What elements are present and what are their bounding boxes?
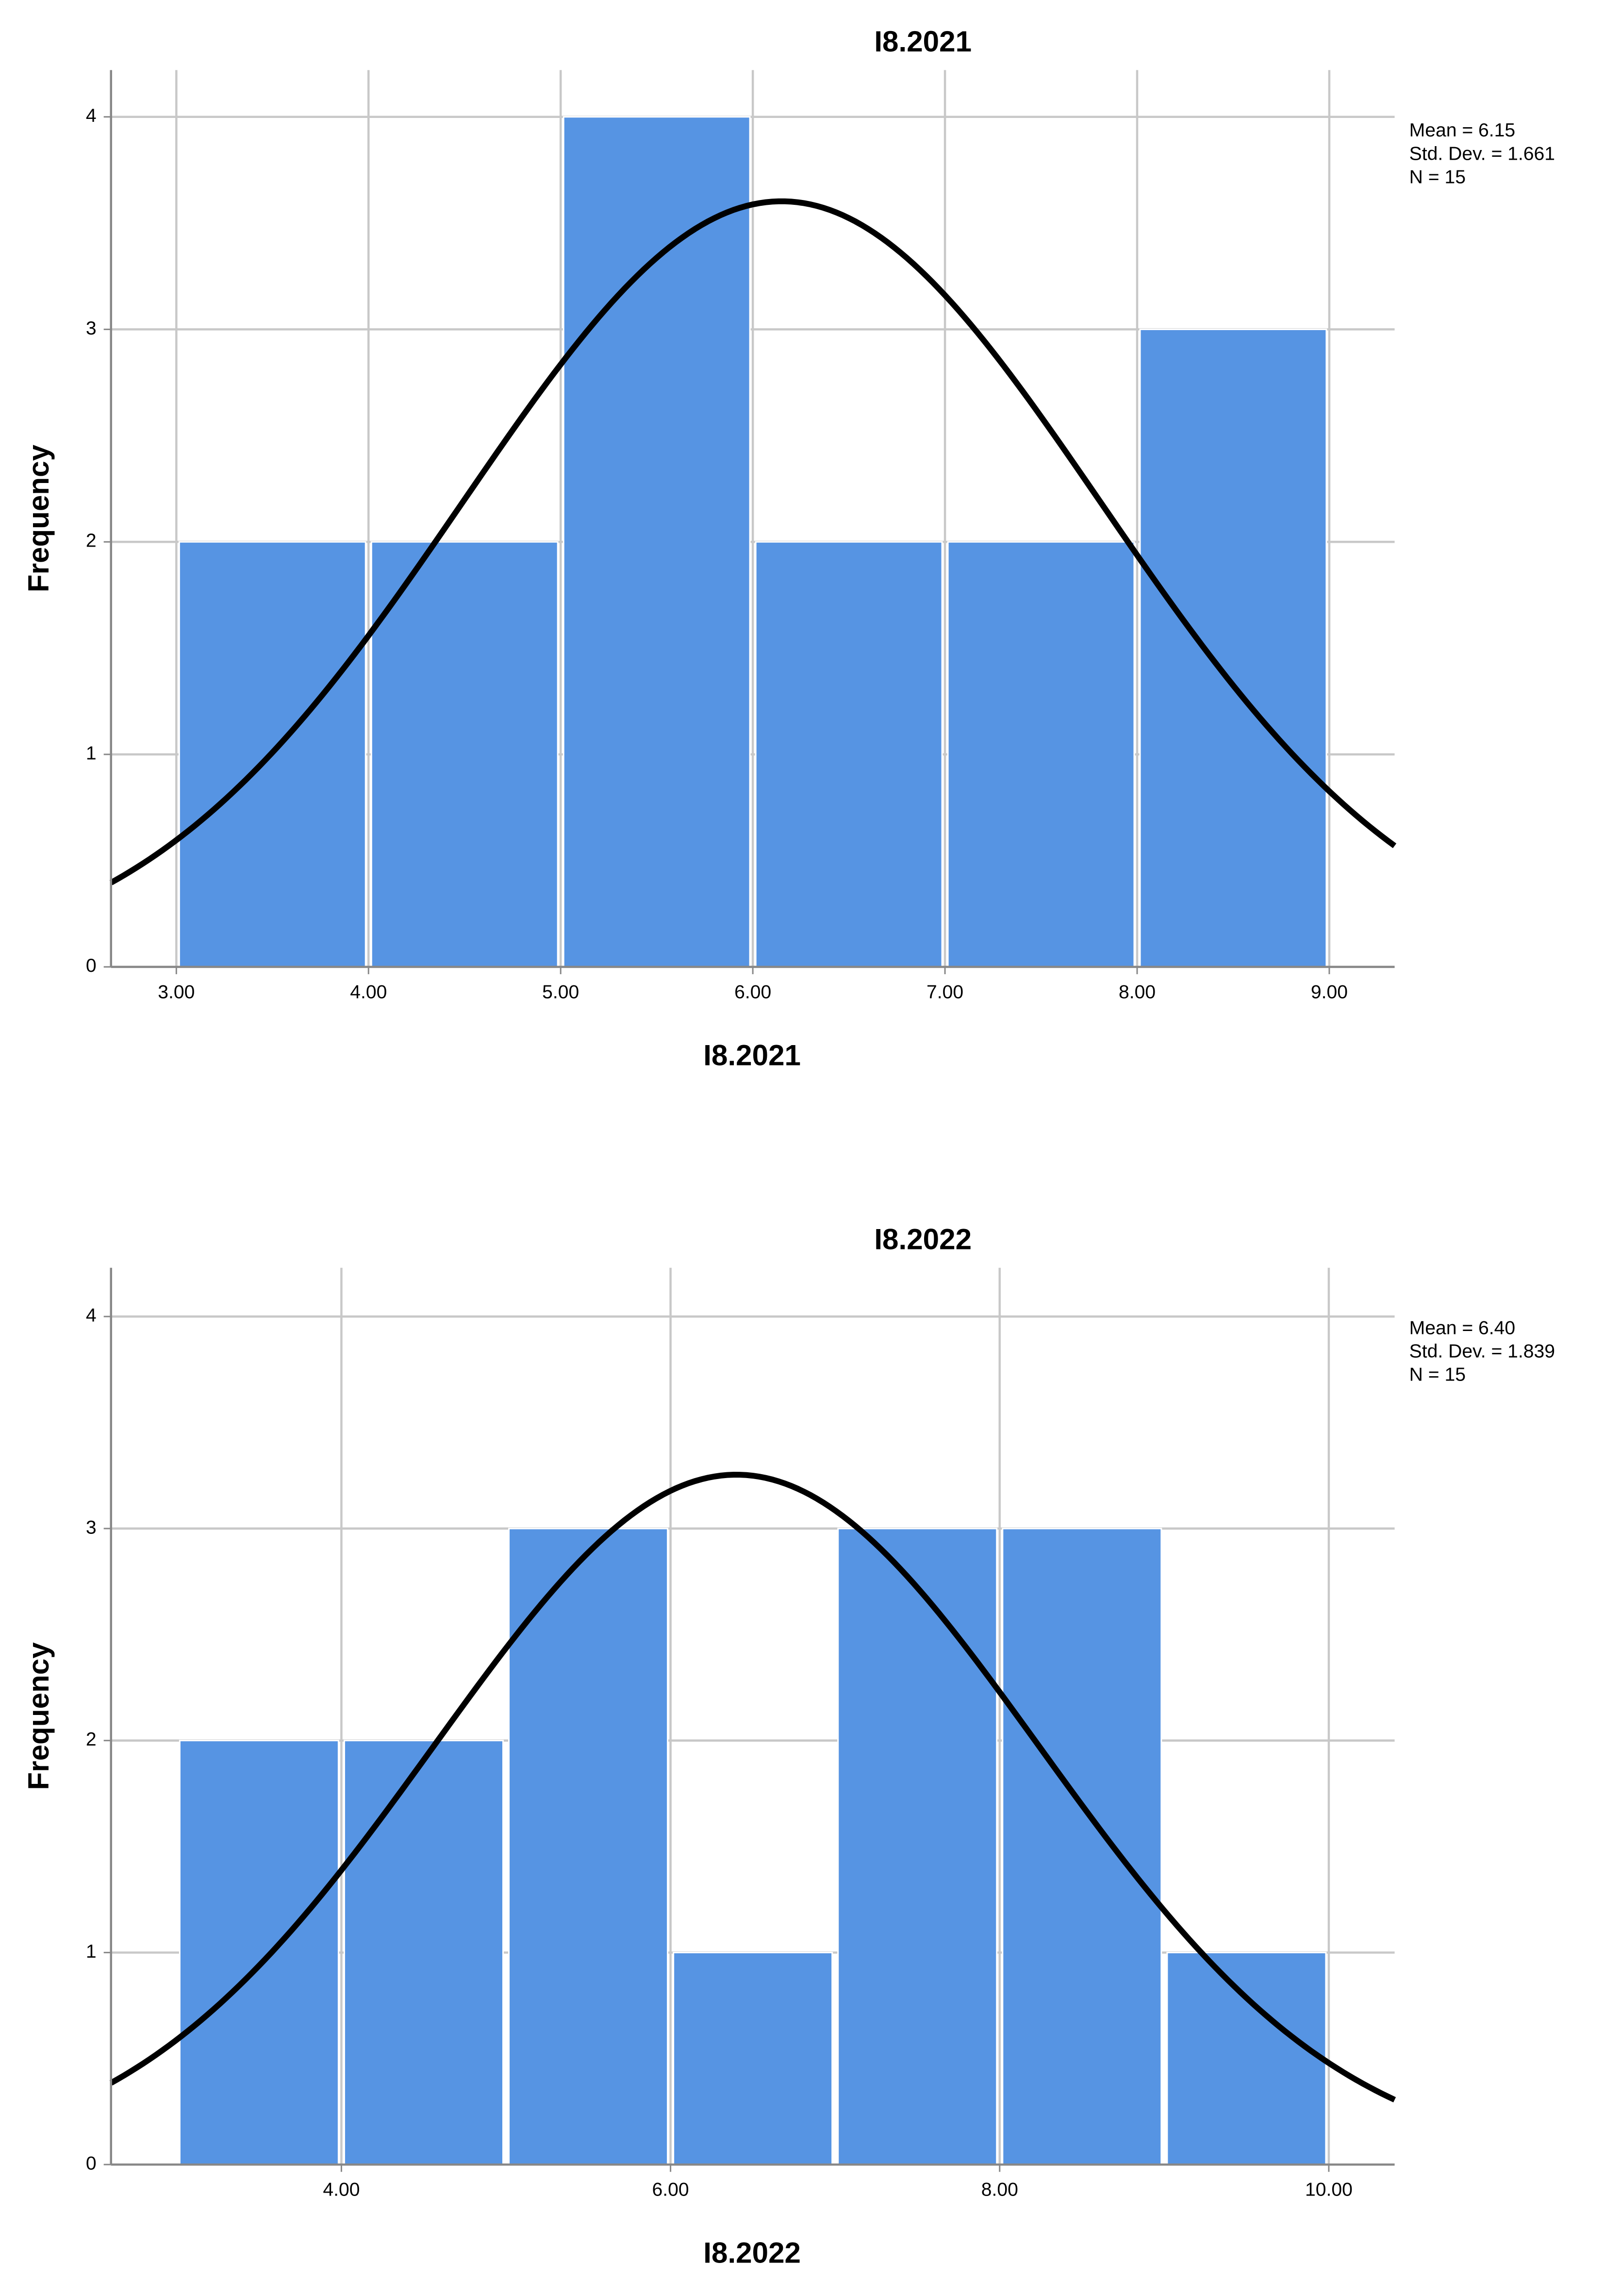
- bar: [343, 1740, 504, 2165]
- bar: [508, 1528, 669, 2165]
- x-tick-label: 4.00: [323, 2180, 360, 2200]
- stats-label: N = 15: [1409, 1364, 1466, 1385]
- x-tick-label: 7.00: [926, 982, 963, 1002]
- bar: [837, 1528, 998, 2165]
- y-tick-label: 3: [86, 1517, 97, 1538]
- y-tick-label: 1: [86, 743, 97, 764]
- bar: [179, 1740, 339, 2165]
- stats-label: Mean = 6.15: [1409, 120, 1516, 141]
- bar: [1166, 1951, 1327, 2165]
- x-tick-label: 6.00: [652, 2180, 689, 2200]
- y-tick-label: 4: [86, 1305, 97, 1326]
- x-axis-label: I8.2022: [703, 2237, 801, 2269]
- y-tick-label: 1: [86, 1941, 97, 1962]
- y-tick-label: 2: [86, 1729, 97, 1750]
- stats-label: Std. Dev. = 1.661: [1409, 143, 1555, 164]
- stats-label: N = 15: [1409, 166, 1466, 187]
- x-tick-label: 8.00: [1119, 982, 1156, 1002]
- normal-curve: [109, 198, 1397, 885]
- x-tick-label: 3.00: [158, 982, 195, 1002]
- histogram-chart: I8.2022 I8.2022 Frequency 0 1 2 3 4 4.00 6.00 8.00…: [22, 1223, 1555, 2269]
- normal-curve: [109, 1472, 1396, 2103]
- y-tick-label: 4: [86, 105, 97, 126]
- y-tick-label: 0: [86, 955, 97, 976]
- chart-title: I8.2022: [874, 1223, 972, 1255]
- bar: [673, 1951, 833, 2165]
- x-tick-label: 8.00: [981, 2180, 1018, 2200]
- y-tick-label: 3: [86, 318, 97, 339]
- histogram-chart: I8.2021 I8.2021 Frequency 0 1 2 3 4 3.00 4.00 5.00…: [22, 25, 1555, 1071]
- x-tick-label: 4.00: [350, 982, 387, 1002]
- y-tick-label: 2: [86, 531, 97, 551]
- bar: [1002, 1528, 1162, 2165]
- bar: [1139, 329, 1327, 968]
- x-axis-label: I8.2021: [703, 1039, 801, 1071]
- x-tick-label: 5.00: [542, 982, 579, 1002]
- stats-label: Mean = 6.40: [1409, 1317, 1516, 1338]
- bar: [755, 541, 943, 968]
- x-tick-label: 10.00: [1305, 2180, 1353, 2200]
- y-axis-label: Frequency: [22, 1642, 55, 1790]
- y-tick-label: 0: [86, 2153, 97, 2174]
- chart-title: I8.2021: [874, 25, 972, 58]
- x-tick-label: 6.00: [734, 982, 771, 1002]
- bar: [370, 541, 559, 968]
- x-tick-label: 9.00: [1311, 982, 1348, 1002]
- bar: [947, 541, 1135, 968]
- stats-label: Std. Dev. = 1.839: [1409, 1341, 1555, 1362]
- y-axis-label: Frequency: [22, 445, 55, 593]
- bar: [562, 116, 751, 968]
